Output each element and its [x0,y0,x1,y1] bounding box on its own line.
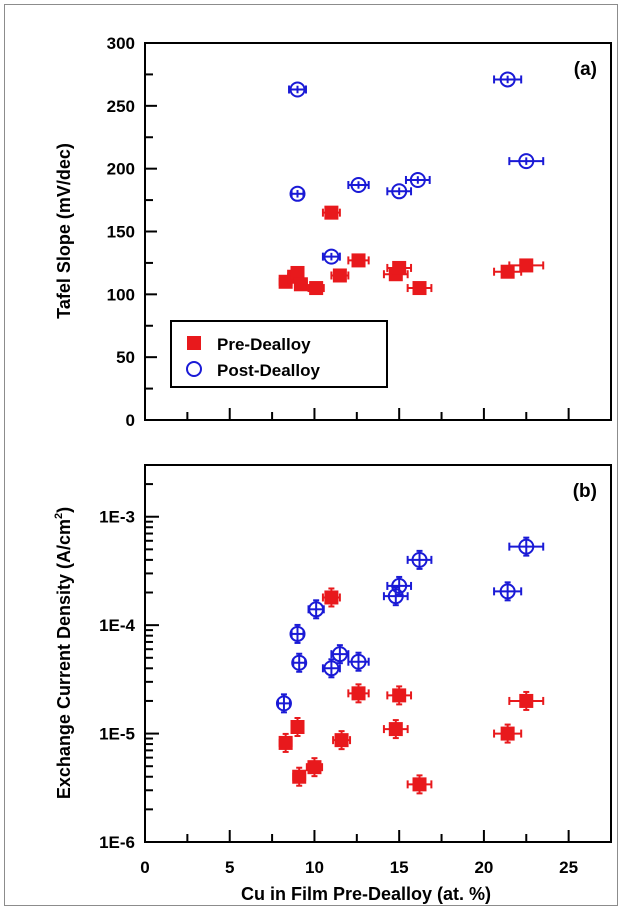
pre-dealloy-point [388,722,403,737]
legend-box [170,320,388,388]
post-dealloy-point [291,654,308,671]
x-tick-label: 20 [474,858,493,877]
post-dealloy-point [391,183,408,200]
axis-ticks-b [145,464,570,843]
y-tick-label: 1E-3 [99,508,135,527]
post-dealloy-point [387,588,404,605]
pre-dealloy-point [351,686,366,701]
legend-label-post-dealloy: Post-Dealloy [217,361,321,380]
pre-dealloy-point [293,277,308,292]
pre-dealloy-point [412,281,427,296]
y-tick-label: 1E-6 [99,833,135,852]
axis-ticks-a [145,42,570,421]
y-tick-label: 300 [107,34,135,53]
y-tick-label: 200 [107,160,135,179]
pre-dealloy-point [309,281,324,296]
post-dealloy-point [331,646,348,663]
panel-label-b: (b) [573,481,597,502]
pre-dealloy-point [500,264,515,279]
post-dealloy-point [350,177,367,194]
pre-dealloy-point [351,253,366,268]
pre-dealloy-point [519,693,534,708]
y-axis-label-b-main: Exchange Current Density (A/cm [54,519,74,799]
pre-dealloy-point [324,205,339,220]
post-dealloy-point [391,577,408,594]
x-tick-label: 15 [390,858,409,877]
pre-dealloy-point [324,590,339,605]
tick-labels-b: 0 5 10 15 20 25 1E-6 1E-5 1E-4 1E-3 [99,508,578,877]
legend-marker-post-dealloy [186,361,202,377]
post-dealloy-point [518,153,535,170]
plot-area-b [144,464,612,843]
pre-dealloy-point [519,258,534,273]
y-tick-label: 1E-4 [99,616,135,635]
post-dealloy-point [409,171,426,188]
post-dealloy-point [411,551,428,568]
legend: Pre-Dealloy Post-Dealloy [170,320,388,388]
panel-a: 0 50 100 150 200 250 300 (a) Tafel Slope (mV/d… [54,34,612,430]
post-dealloy-point [308,601,325,618]
pre-dealloy-point [392,688,407,703]
x-tick-label: 5 [225,858,234,877]
post-dealloy-point [350,653,367,670]
post-dealloy-point [289,625,306,642]
post-dealloy-point [275,695,292,712]
y-tick-label: 100 [107,285,135,304]
pre-dealloy-point [392,260,407,275]
tick-labels-a: 0 50 100 150 200 250 300 [107,34,135,430]
post-dealloy-point [499,71,516,88]
figure-frame [4,4,618,906]
y-tick-label: 250 [107,97,135,116]
post-dealloy-point [289,185,306,202]
pre-dealloy-point [307,760,322,775]
post-dealloy-point [518,538,535,555]
pre-dealloy-point [334,733,349,748]
x-axis-label: Cu in Film Pre-Dealloy (at. %) [241,884,491,904]
y-axis-label-b-end: ) [54,507,74,513]
pre-dealloy-point [278,735,293,750]
x-tick-label: 10 [305,858,324,877]
post-dealloy-point [289,81,306,98]
y-tick-label: 0 [126,411,135,430]
pre-dealloy-point [290,265,305,280]
data-marks-a [278,71,545,296]
x-tick-label: 0 [140,858,149,877]
panel-label-a: (a) [574,59,597,80]
legend-label-pre-dealloy: Pre-Dealloy [217,335,311,354]
y-axis-label-b: Exchange Current Density (A/cm2) [53,507,74,799]
pre-dealloy-point [500,726,515,741]
post-dealloy-point [323,248,340,265]
pre-dealloy-point [332,268,347,283]
y-tick-label: 1E-5 [99,725,135,744]
x-tick-label: 25 [559,858,578,877]
post-dealloy-point [499,583,516,600]
y-axis-label-b-sup: 2 [53,513,65,519]
y-tick-label: 150 [107,223,135,242]
y-axis-label-a: Tafel Slope (mV/dec) [54,143,74,319]
legend-marker-pre-dealloy [187,336,201,350]
y-tick-label: 50 [116,348,135,367]
pre-dealloy-point [290,719,305,734]
post-dealloy-point [323,660,340,677]
panel-b: 0 5 10 15 20 25 1E-6 1E-5 1E-4 1E-3 (b) Exchange … [53,464,612,904]
pre-dealloy-point [412,777,427,792]
pre-dealloy-point [292,769,307,784]
data-marks-b [275,536,545,795]
